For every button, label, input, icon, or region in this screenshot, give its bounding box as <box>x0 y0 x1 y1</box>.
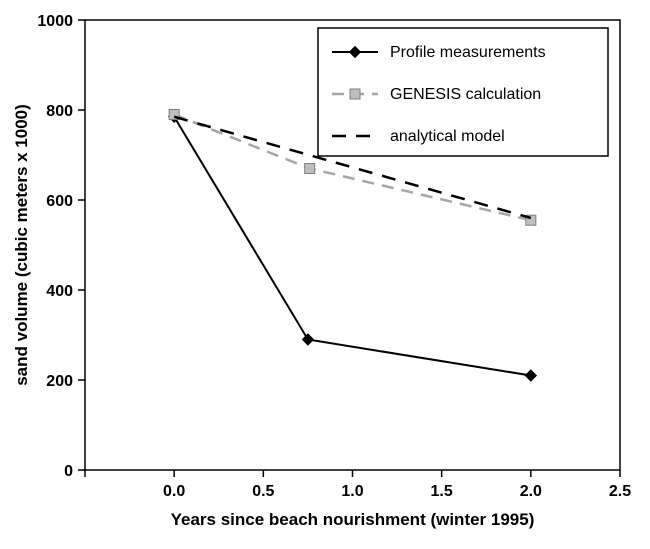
marker-diamond <box>302 334 313 345</box>
marker-diamond <box>525 370 536 381</box>
chart-container: 0.0 0.5 1.0 1.5 2.0 2.5 0 200 400 600 800 1000 Years… <box>0 0 650 549</box>
x-axis-title: Years since beach nourishment (winter 19… <box>171 510 535 529</box>
y-tick-label: 200 <box>46 373 73 390</box>
line-chart: 0.0 0.5 1.0 1.5 2.0 2.5 0 200 400 600 800 1000 Years… <box>0 0 650 549</box>
x-tick-label: 1.5 <box>431 483 453 500</box>
legend-label: Profile measurements <box>390 44 546 61</box>
marker-square <box>305 164 315 174</box>
y-tick-label: 600 <box>46 193 73 210</box>
x-tick-label: 2.5 <box>609 483 631 500</box>
y-axis-title: sand volume (cubic meters x 1000) <box>12 104 31 386</box>
y-tick-label: 1000 <box>37 13 73 30</box>
x-tick-label: 0.0 <box>163 483 185 500</box>
legend-label: GENESIS calculation <box>390 86 541 103</box>
y-tick-label: 800 <box>46 103 73 120</box>
legend-label: analytical model <box>390 128 505 145</box>
marker-square <box>350 89 360 99</box>
x-tick-label: 2.0 <box>520 483 542 500</box>
y-tick-label: 0 <box>64 463 73 480</box>
x-tick-label: 0.5 <box>252 483 274 500</box>
x-tick-label: 1.0 <box>341 483 363 500</box>
y-tick-label: 400 <box>46 283 73 300</box>
